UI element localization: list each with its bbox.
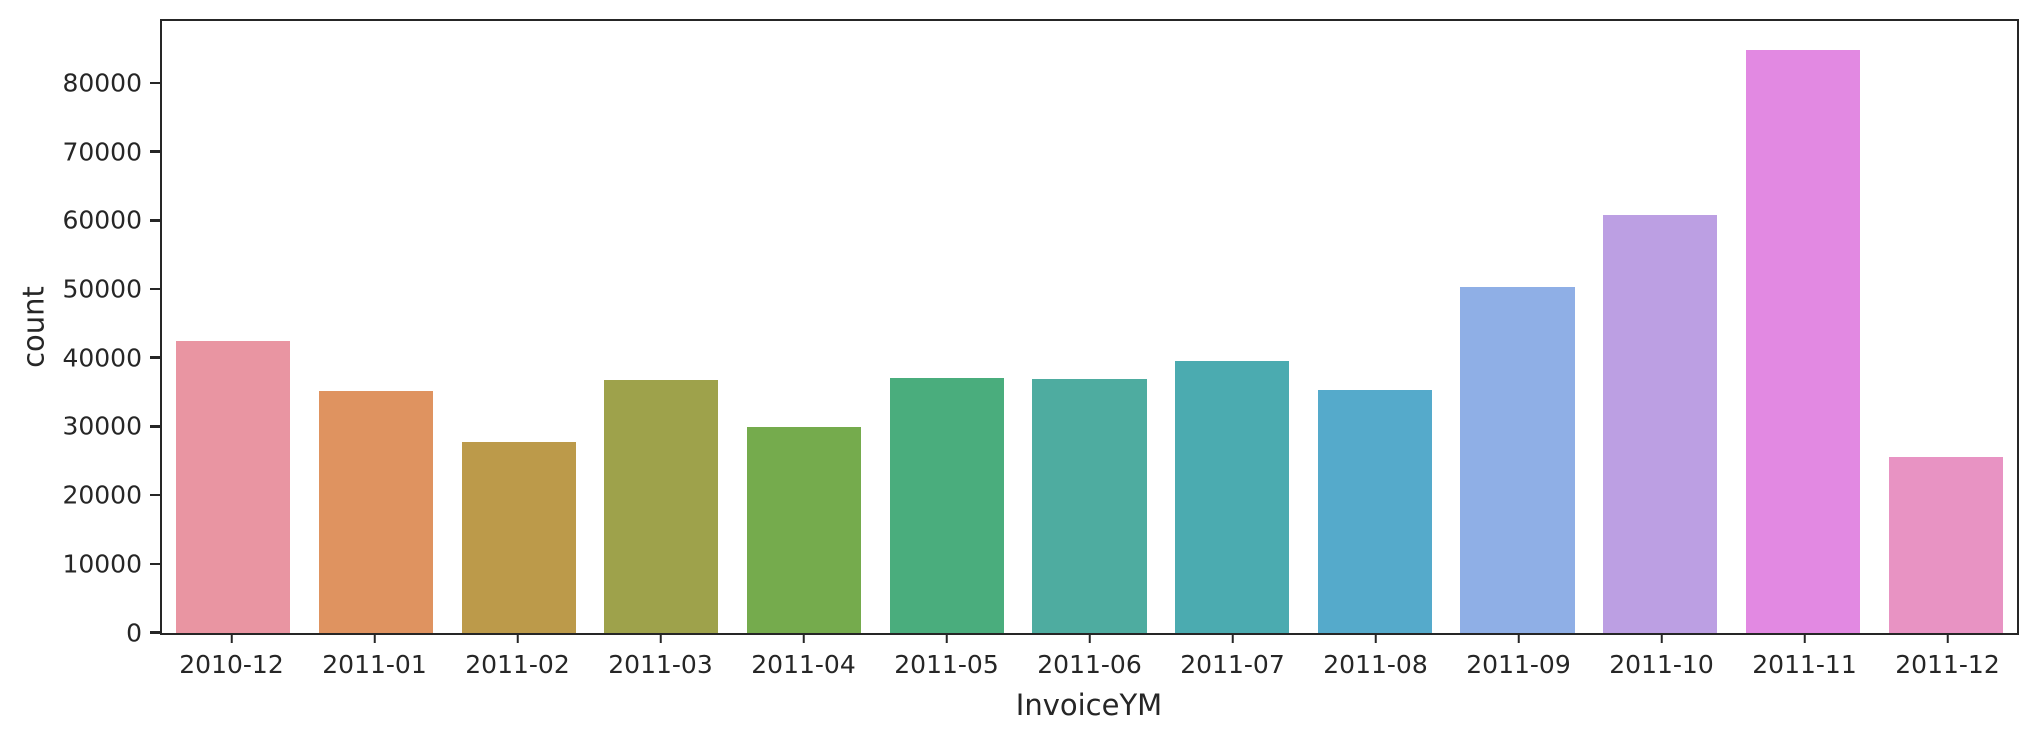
- y-tick-mark: [150, 425, 160, 428]
- x-tick-label: 2011-10: [1609, 650, 1714, 679]
- bar-slot-2011-11: [1732, 21, 1875, 633]
- y-tick-label: 70000: [62, 137, 142, 167]
- x-tick-label: 2011-09: [1466, 650, 1571, 679]
- x-tick-label: 2011-01: [322, 650, 427, 679]
- bar-slot-2011-04: [733, 21, 876, 633]
- bar-2011-05: [889, 378, 1004, 633]
- bar-2011-10: [1603, 215, 1718, 633]
- bar-2011-02: [461, 442, 576, 633]
- bar-2011-08: [1317, 390, 1432, 633]
- bar-slot-2011-12: [1874, 21, 2017, 633]
- bar-2011-11: [1745, 50, 1860, 633]
- x-tick-mark: [659, 632, 662, 643]
- y-tick-mark: [150, 356, 160, 359]
- x-tick-mark: [802, 632, 805, 643]
- bar-slot-2011-03: [590, 21, 733, 633]
- x-tick-mark: [1660, 632, 1663, 643]
- x-tick-label: 2011-12: [1895, 650, 2000, 679]
- y-tick-mark: [150, 493, 160, 497]
- y-tick-mark: [150, 287, 160, 291]
- x-tick-mark: [373, 632, 376, 643]
- x-tick-mark: [945, 632, 948, 643]
- x-tick-mark: [1517, 632, 1520, 643]
- y-tick-mark: [150, 81, 160, 85]
- y-tick-mark: [150, 631, 160, 634]
- bar-slot-2011-10: [1589, 21, 1732, 633]
- bar-slot-2010-12: [162, 21, 305, 633]
- x-tick-label: 2011-03: [608, 650, 713, 679]
- y-tick-label: 0: [126, 618, 142, 647]
- bar-2011-06: [1032, 379, 1147, 633]
- bar-slot-2011-05: [875, 21, 1018, 633]
- x-tick-label: 2011-11: [1752, 650, 1857, 679]
- bar-slot-2011-01: [305, 21, 448, 633]
- x-axis-title: InvoiceYM: [1015, 688, 1163, 722]
- x-tick-mark: [1088, 632, 1091, 643]
- bar-slot-2011-09: [1446, 21, 1589, 633]
- x-tick-mark: [1374, 632, 1377, 643]
- y-axis-title-text: count: [16, 286, 51, 368]
- x-tick-mark: [1946, 632, 1949, 643]
- y-tick-label: 20000: [62, 480, 142, 510]
- x-tick-label: 2011-04: [751, 650, 856, 679]
- y-tick-mark: [150, 562, 160, 566]
- x-tick-mark: [230, 632, 233, 643]
- bar-2011-12: [1888, 457, 2003, 633]
- y-tick-mark: [150, 150, 160, 153]
- y-tick-mark: [150, 219, 160, 222]
- x-tick-mark: [516, 632, 519, 643]
- bar-slot-2011-08: [1304, 21, 1447, 633]
- bar-slot-2011-06: [1018, 21, 1161, 633]
- bar-slot-2011-07: [1161, 21, 1304, 633]
- bar-2011-03: [604, 380, 719, 633]
- x-tick-mark: [1231, 632, 1234, 643]
- bar-2011-09: [1460, 287, 1575, 633]
- bar-2010-12: [176, 340, 291, 633]
- y-tick-label: 50000: [62, 274, 142, 304]
- x-tick-label: 2011-07: [1180, 650, 1285, 679]
- plot-area: [160, 19, 2019, 635]
- x-tick-label: 2011-08: [1323, 650, 1428, 679]
- x-tick-label: 2010-12: [179, 650, 284, 679]
- y-tick-label: 10000: [62, 549, 142, 579]
- y-tick-label: 60000: [62, 205, 142, 235]
- y-tick-label: 30000: [62, 411, 142, 441]
- bar-2011-07: [1175, 361, 1290, 633]
- bar-2011-04: [747, 427, 862, 633]
- y-tick-label: 80000: [62, 68, 142, 98]
- bars-layer: [162, 21, 2017, 633]
- x-tick-label: 2011-06: [1037, 650, 1142, 679]
- bar-2011-01: [318, 391, 434, 633]
- y-tick-label: 40000: [62, 343, 142, 373]
- x-tick-label: 2011-02: [465, 650, 570, 679]
- bar-slot-2011-02: [447, 21, 590, 633]
- x-tick-mark: [1803, 632, 1806, 643]
- x-tick-label: 2011-05: [894, 650, 999, 679]
